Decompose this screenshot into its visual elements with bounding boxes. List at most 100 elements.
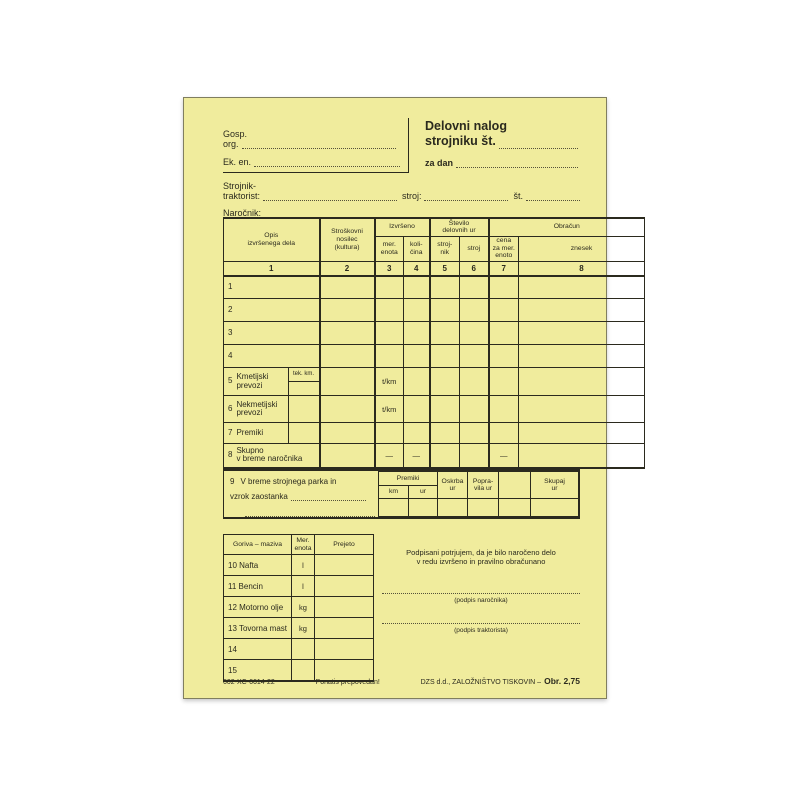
vzrok-label: vzrok zaostanka (230, 492, 288, 501)
cell (458, 275, 490, 299)
cell (518, 298, 645, 322)
header-mer-enota: Mer. enota (291, 534, 315, 555)
header-skupaj-ur: Skupaj ur (530, 471, 579, 499)
table-row-7-premiki: 7 Premiki (223, 422, 645, 444)
section9-line1: V breme strojnega parka in (240, 477, 337, 486)
col-num: 7 (487, 260, 520, 277)
fuel-label: 14 (223, 638, 292, 660)
za-dan-fill-line (456, 158, 578, 168)
section-9-machine-park: 9 V breme strojnega parka in vzrok zaost… (223, 469, 580, 519)
col-header-izvrseno: Izvršeno (373, 217, 430, 237)
org-fill-line (241, 139, 396, 149)
cell (428, 422, 460, 444)
form-number: Obr. 2,75 (544, 676, 580, 686)
cell (518, 275, 645, 299)
fuel-unit: kg (291, 596, 315, 618)
header-oskrba-ur: Oskrba ur (437, 471, 469, 499)
col-header-strojnik: stroj- nik (428, 235, 460, 262)
section9-hours-table: Premiki Oskrba ur Popra- vila ur Skupaj … (377, 471, 579, 517)
cell (378, 498, 409, 517)
cell (314, 554, 374, 576)
header-km: km (378, 485, 409, 499)
col-header-kolicina: koli- čina (403, 235, 430, 262)
work-items-table: Opis izvršenega dela Stroškovni nosilec … (223, 217, 645, 469)
cell (458, 422, 490, 444)
row-number: 4 (228, 350, 233, 360)
cell (403, 344, 430, 368)
row-number: 7 (228, 427, 233, 437)
fuel-unit (291, 638, 315, 660)
header-top-row: Gosp. org. Ek. en. Delovni nalog strojni… (223, 118, 580, 173)
strojnik-fill-line (263, 191, 397, 201)
gosp-label: Gosp. (223, 129, 248, 139)
narocnik-label: Naročnik: (223, 208, 262, 218)
cell (428, 443, 460, 468)
col-header-opis: Opis izvršenega dela (223, 217, 320, 262)
row-label: Premiki (236, 427, 264, 437)
col-num: 4 (403, 260, 430, 277)
header-prejeto: Prejeto (314, 534, 374, 555)
cell (487, 344, 520, 368)
dash-cell: — (487, 443, 520, 468)
cell (458, 321, 490, 345)
fuel-label: 12 Motorno olje (223, 596, 292, 618)
fuel-row-tovorna-mast: 13 Tovorna mast kg (223, 617, 374, 639)
header-blank (498, 471, 532, 499)
cell (373, 275, 404, 299)
stroj-fill-line (424, 191, 509, 201)
reprint-notice: Ponatis prepovedan! (315, 679, 380, 686)
table-row-4: 4 (223, 344, 645, 368)
signature-block: Podpisani potrjujem, da je bilo naročeno… (382, 532, 580, 682)
fuel-unit: kg (291, 617, 315, 639)
bottom-section: Goriva – maziva Mer. enota Prejeto 10 Na… (223, 532, 580, 682)
table-row-8-skupno: 8 Skupno v breme naročnika — — — (223, 443, 645, 468)
row-number: 6 (228, 403, 233, 413)
cell (518, 321, 645, 345)
form-code: 602-XC-6614-22 (223, 679, 275, 686)
confirmation-statement: Podpisani potrjujem, da je bilo naročeno… (406, 548, 556, 566)
stroj-label: stroj: (401, 191, 422, 201)
header-premiki: Premiki (377, 471, 439, 486)
column-number-row: 1 2 3 4 5 6 7 8 (223, 260, 645, 277)
operator-signature-line (382, 622, 580, 624)
cell (318, 275, 375, 299)
col-header-obracun: Obračun (487, 217, 645, 237)
vzrok-fill-line (290, 491, 366, 501)
cell (487, 395, 520, 423)
cell (487, 275, 520, 299)
vzrok-fill-line-2 (245, 507, 375, 517)
table-row-1: 1 (223, 275, 645, 299)
row-number: 1 (228, 282, 233, 291)
cell (467, 498, 500, 517)
form-title-line2: strojniku št. (425, 134, 496, 148)
cell (403, 321, 430, 345)
cell (403, 395, 430, 423)
tek-km-subcolumn: tek. km. (287, 368, 319, 395)
row-number: 5 (228, 376, 233, 386)
cell (458, 344, 490, 368)
row-label: Kmetijski prevozi (236, 372, 269, 390)
cell (518, 443, 645, 468)
tek-km-subcolumn (287, 396, 319, 422)
cell (373, 344, 404, 368)
form-number-fill-line (498, 139, 578, 149)
cell (373, 298, 404, 322)
publisher-name: DZS d.d., ZALOŽNIŠTVO TISKOVIN – (420, 679, 542, 686)
col-header-znesek: znesek (518, 235, 645, 262)
cell (318, 443, 375, 468)
cell (487, 367, 520, 396)
col-header-cena: cena za mer. enoto (487, 235, 520, 262)
fuel-row-nafta: 10 Nafta l (223, 554, 374, 576)
cell (314, 596, 374, 618)
fuel-row-15: 15 (223, 659, 374, 682)
cell (407, 498, 439, 517)
unit-cell: t/km (373, 367, 404, 396)
cell (428, 395, 460, 423)
cell (428, 298, 460, 322)
st-fill-line (526, 191, 580, 201)
fuel-row-bencin: 11 Bencin l (223, 575, 374, 597)
dash-cell: — (373, 443, 404, 468)
row-number: 3 (228, 327, 233, 337)
cell (428, 367, 460, 396)
table-row-5-kmetijski-prevozi: 5 Kmetijski prevozi tek. km. t/km (223, 367, 645, 396)
